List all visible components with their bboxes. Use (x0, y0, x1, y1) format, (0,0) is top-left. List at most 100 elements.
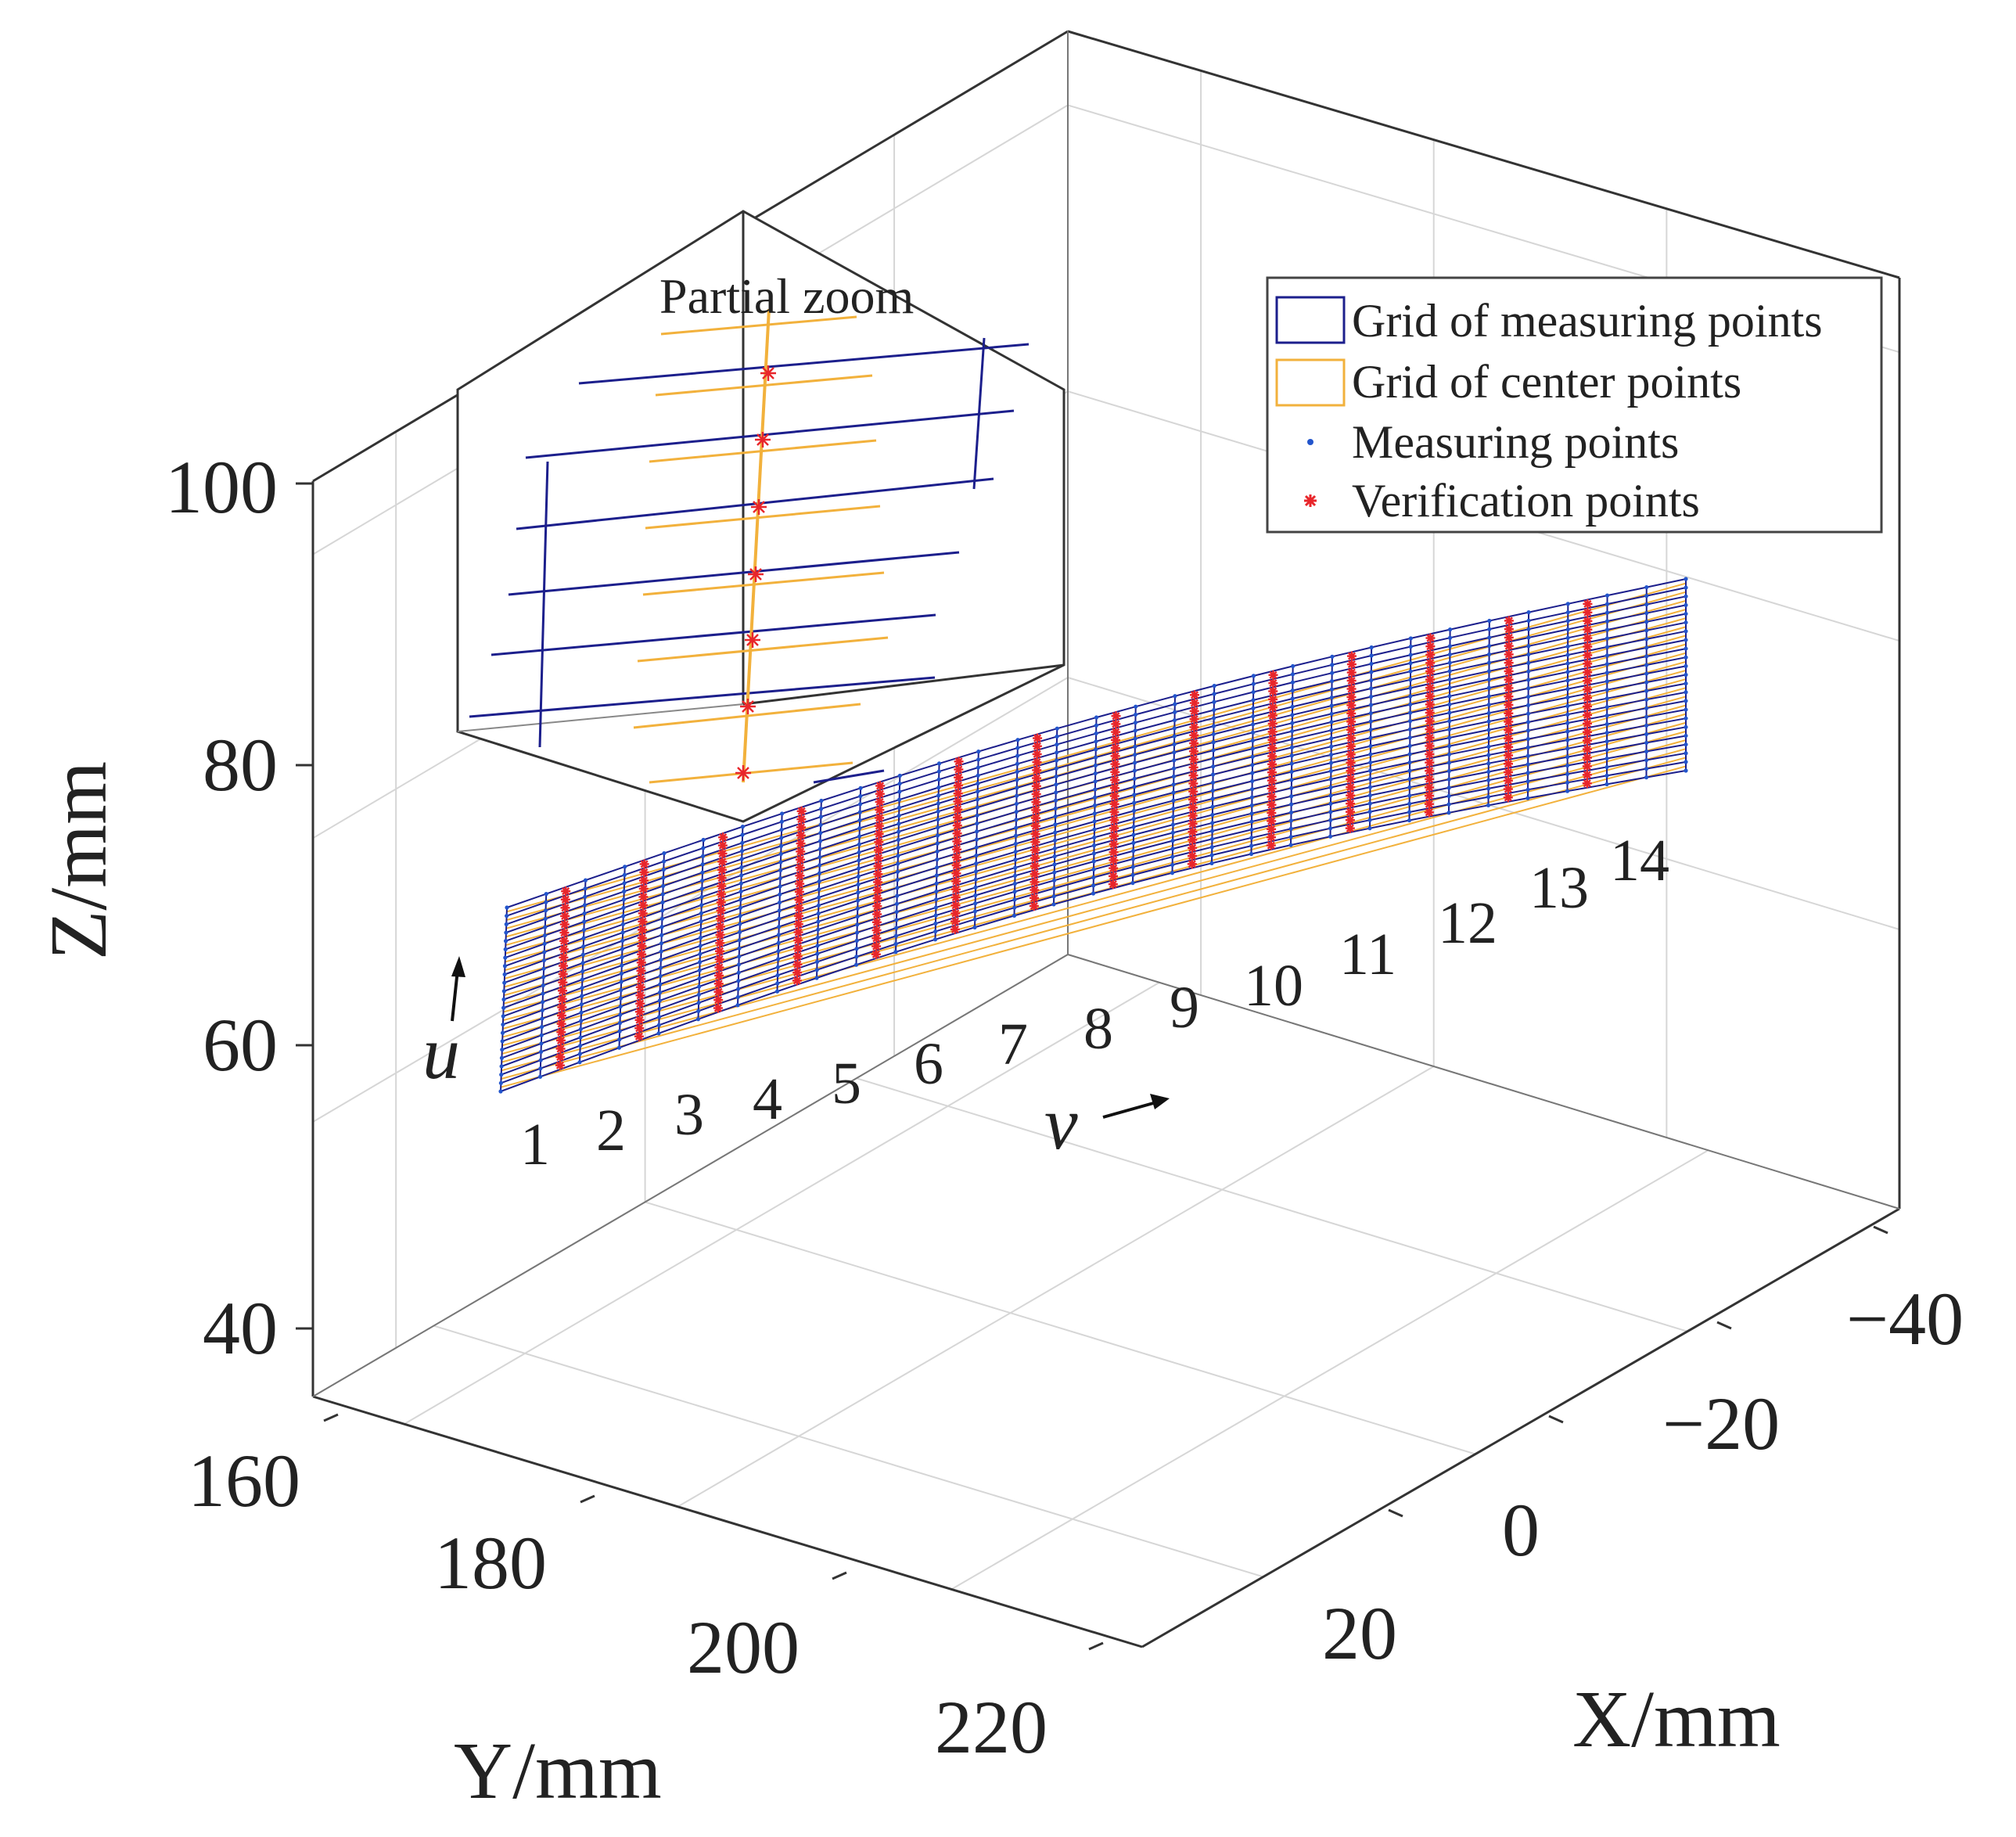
verification-point (1425, 757, 1435, 768)
measuring-point (700, 878, 705, 883)
measuring-point (656, 1031, 661, 1036)
verification-point (1424, 807, 1434, 818)
verification-point (1582, 718, 1592, 728)
measuring-point (975, 829, 979, 834)
verification-point (796, 830, 806, 840)
measuring-point (1605, 722, 1609, 727)
measuring-point (1446, 793, 1451, 799)
verification-point (952, 829, 962, 839)
verification-point (1109, 847, 1119, 857)
measuring-point (975, 797, 980, 802)
verification-point (1188, 795, 1198, 805)
verification-point (716, 897, 726, 908)
measuring-point (1249, 787, 1255, 792)
measuring-point (1211, 772, 1216, 777)
measuring-point (1644, 663, 1649, 667)
measuring-point (1251, 689, 1256, 695)
measuring-point (1684, 690, 1688, 695)
u-direction-label: u (422, 1011, 460, 1095)
measuring-point (854, 947, 859, 951)
measuring-point (778, 851, 783, 857)
gridline (404, 981, 1160, 1425)
verification-point (559, 936, 570, 946)
verification-point (951, 861, 961, 871)
gridline (645, 1201, 1476, 1455)
measuring-point (976, 773, 980, 778)
measuring-point (698, 960, 703, 965)
verification-point (1504, 692, 1514, 702)
measuring-point (897, 814, 901, 818)
measuring-point (1408, 678, 1413, 682)
measuring-point (777, 908, 782, 913)
measuring-point (815, 944, 820, 948)
measuring-point (1132, 776, 1137, 781)
measuring-point (1486, 669, 1492, 674)
measuring-point (657, 990, 663, 995)
measuring-point (1369, 686, 1374, 691)
verification-point (1424, 791, 1434, 801)
center-grid-line (501, 757, 1687, 1080)
inset-measuring-grid-line (469, 676, 936, 718)
gridline (433, 1325, 1264, 1578)
measuring-point (1367, 826, 1372, 831)
verification-point (1188, 771, 1198, 781)
measuring-point (1684, 751, 1688, 756)
measuring-point (1565, 618, 1570, 624)
measuring-point (1211, 732, 1216, 737)
measuring-point (1329, 744, 1334, 749)
measuring-point (541, 991, 545, 996)
measuring-point (895, 893, 900, 898)
verification-point (873, 877, 883, 887)
measuring-point (501, 1014, 505, 1019)
verification-point (1267, 759, 1278, 769)
measuring-point (1446, 744, 1452, 749)
measuring-point (1368, 727, 1373, 732)
measuring-point (1605, 670, 1609, 675)
verification-point (1425, 666, 1436, 676)
legend-swatch-center-grid (1275, 358, 1346, 407)
measuring-point (1644, 645, 1649, 650)
measuring-point (1565, 729, 1570, 734)
y-tick (323, 1413, 339, 1422)
measuring-point (1684, 655, 1688, 660)
measuring-point (540, 1008, 544, 1012)
verification-point (556, 1027, 566, 1037)
measuring-point (893, 950, 898, 954)
verification-point (954, 764, 964, 775)
measuring-point (855, 906, 860, 911)
measuring-point (1250, 739, 1255, 743)
measuring-point (1015, 769, 1019, 775)
measuring-point (1565, 670, 1570, 674)
measuring-point (1407, 735, 1412, 740)
z-tick-label: 80 (203, 723, 278, 807)
measuring-point (1407, 768, 1412, 773)
verification-point (635, 982, 645, 992)
measuring-point (934, 881, 939, 886)
measuring-point (1368, 768, 1373, 773)
verification-point (715, 929, 725, 940)
verification-point (1346, 799, 1356, 809)
measuring-point (976, 765, 980, 770)
verification-point (1583, 624, 1593, 635)
verification-point (951, 893, 961, 903)
measuring-point (778, 875, 783, 881)
measuring-point (1447, 719, 1452, 724)
verification-point (555, 1060, 565, 1070)
measuring-point (777, 900, 782, 905)
verification-point (950, 924, 960, 934)
measuring-point (818, 854, 822, 860)
measuring-point (1289, 785, 1294, 790)
measuring-point (894, 926, 899, 930)
measuring-point (779, 836, 784, 840)
column-label: 9 (1170, 975, 1199, 1041)
verification-point (792, 944, 803, 954)
verification-point (1345, 815, 1355, 825)
measuring-point (1251, 681, 1256, 686)
y-axis-label: Y/mm (454, 1726, 662, 1816)
measuring-point (617, 1037, 622, 1042)
verification-point (1504, 616, 1514, 626)
measuring-point (1526, 686, 1531, 691)
measuring-point (1605, 645, 1609, 649)
measuring-point (1525, 778, 1530, 784)
verification-point (1504, 649, 1514, 660)
